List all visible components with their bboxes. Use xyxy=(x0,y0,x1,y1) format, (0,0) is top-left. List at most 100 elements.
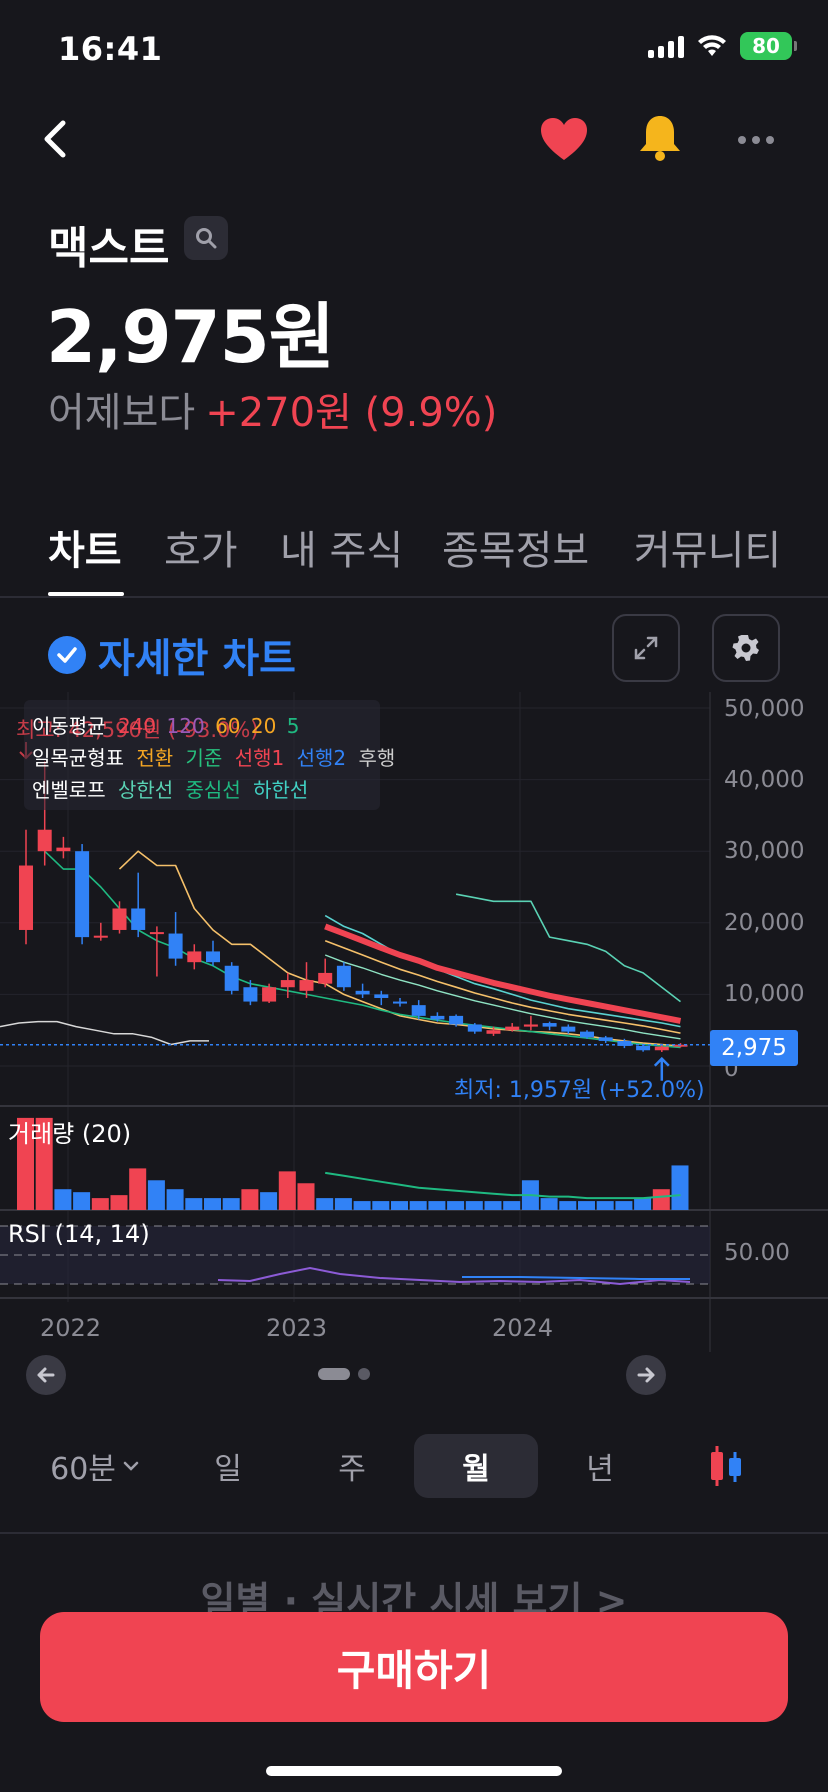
battery-level: 80 xyxy=(752,34,780,58)
y-tick-label: 10,000 xyxy=(724,981,805,1007)
volume-bar xyxy=(278,1171,296,1210)
period-year[interactable]: 년 xyxy=(586,1452,614,1487)
more-icon xyxy=(766,136,774,144)
y-tick-label: 20,000 xyxy=(724,910,805,936)
period-selector: 60분 일 주 월 년 xyxy=(0,1434,828,1498)
max-price-label: 최고: 42,590원 (-93.0%) xyxy=(16,718,259,742)
period-60min-label: 60분 xyxy=(50,1452,116,1487)
scroll-left-button[interactable] xyxy=(26,1355,66,1395)
candle-body xyxy=(542,1023,557,1027)
status-bar: 16:41 80 xyxy=(0,0,828,100)
chart-page-indicator xyxy=(318,1368,370,1380)
x-tick-label: 2022 xyxy=(40,1314,102,1342)
scroll-right-button[interactable] xyxy=(626,1355,666,1395)
volume-bar xyxy=(652,1189,670,1210)
bell-icon xyxy=(640,116,680,161)
period-month[interactable]: 월 xyxy=(414,1434,538,1498)
legend-envelope: 엔벨로프 상한선 중심선 하한선 xyxy=(32,774,308,803)
legend-envelope-title: 엔벨로프 xyxy=(32,778,106,802)
legend-lead2: 선행2 xyxy=(296,746,347,770)
x-tick-label: 2023 xyxy=(266,1314,328,1342)
volume-bar xyxy=(372,1201,390,1210)
chart-settings-button[interactable] xyxy=(712,614,780,682)
buy-button[interactable]: 구매하기 xyxy=(40,1612,788,1722)
legend-ichimoku-title: 일목균형표 xyxy=(32,746,124,770)
section-divider xyxy=(0,1532,828,1534)
more-icon xyxy=(752,136,760,144)
favorite-button[interactable] xyxy=(538,114,590,166)
candle-body xyxy=(299,980,314,991)
volume-bar xyxy=(484,1201,502,1210)
tab-community[interactable]: 커뮤니티 xyxy=(634,528,782,574)
top-nav xyxy=(0,100,828,180)
rsi-signal-line xyxy=(462,1276,690,1280)
period-week[interactable]: 주 xyxy=(338,1452,366,1487)
min-price-label: 최저: 1,957원 (+52.0%) xyxy=(454,1078,705,1103)
search-icon xyxy=(196,228,217,249)
volume-bar xyxy=(241,1189,259,1210)
candle-body xyxy=(262,987,277,1002)
volume-bar xyxy=(297,1183,315,1210)
volume-bar xyxy=(334,1198,352,1210)
detail-chart-toggle[interactable]: 자세한 차트 xyxy=(48,626,296,684)
legend-env-center: 중심선 xyxy=(185,778,241,802)
volume-bar xyxy=(35,1117,53,1210)
alert-button[interactable] xyxy=(634,112,686,164)
x-tick-label: 2024 xyxy=(492,1314,554,1342)
legend-ma-20: 20 xyxy=(250,714,277,738)
cellular-signal-icon xyxy=(648,34,684,58)
y-tick-label: 50,000 xyxy=(724,696,805,722)
candle-body xyxy=(206,951,220,963)
stock-name: 맥스트 xyxy=(48,223,170,274)
candle-body xyxy=(93,935,108,938)
legend-ichimoku: 일목균형표 전환 기준 선행1 선행2 후행 xyxy=(32,742,395,771)
chevron-left-icon xyxy=(44,120,66,158)
tab-chart[interactable]: 차트 xyxy=(48,528,122,574)
change-prefix: 어제보다 xyxy=(48,390,196,436)
candle-body xyxy=(636,1045,651,1051)
current-price-tag: 2,975 xyxy=(710,1030,798,1066)
battery-icon: 80 xyxy=(740,32,797,60)
status-time: 16:41 xyxy=(58,30,163,68)
candle-body xyxy=(523,1024,538,1027)
volume-bar xyxy=(316,1198,334,1210)
volume-bar xyxy=(503,1201,521,1210)
volume-bar xyxy=(147,1180,165,1210)
volume-bar xyxy=(447,1201,465,1210)
detail-tabs: 차트 호가 내 주식 종목정보 커뮤니티 xyxy=(0,512,828,598)
candle-body xyxy=(505,1026,520,1031)
tab-stock-info[interactable]: 종목정보 xyxy=(442,528,590,574)
tab-my-stock[interactable]: 내 주식 xyxy=(280,528,404,574)
volume-bar xyxy=(578,1201,595,1210)
volume-bar xyxy=(559,1201,577,1210)
arrow-right-icon xyxy=(637,1367,655,1383)
legend-ma-240: 240 xyxy=(117,714,157,738)
lag-line xyxy=(0,1020,209,1046)
volume-bar xyxy=(204,1198,221,1210)
volume-title: 거래량 (20) xyxy=(8,1120,132,1148)
period-60min[interactable]: 60분 xyxy=(40,1434,150,1498)
more-button[interactable] xyxy=(730,114,782,166)
legend-lag: 후행 xyxy=(358,746,396,770)
candle-body xyxy=(580,1031,594,1038)
back-button[interactable] xyxy=(30,114,80,164)
volume-bar xyxy=(222,1198,240,1210)
legend-env-upper: 상한선 xyxy=(117,778,174,802)
candle-body xyxy=(37,829,52,852)
tab-orderbook[interactable]: 호가 xyxy=(164,528,238,574)
fullscreen-button[interactable] xyxy=(612,614,680,682)
legend-ma-title: 이동평균 xyxy=(32,714,106,738)
candle-body xyxy=(411,1005,426,1016)
legend-conversion: 전환 xyxy=(136,746,174,770)
period-day[interactable]: 일 xyxy=(214,1452,242,1487)
legend-ma-5: 5 xyxy=(286,714,300,738)
candle-body xyxy=(19,865,33,930)
candle-body xyxy=(224,965,239,991)
candlestick-chart[interactable] xyxy=(0,692,828,1382)
candle-body xyxy=(617,1040,632,1046)
stock-search-button[interactable] xyxy=(184,216,228,260)
min-arrow xyxy=(653,1056,670,1081)
active-tab-indicator xyxy=(48,592,124,596)
envelope-upper-line xyxy=(455,893,681,1003)
candle-style-icon[interactable] xyxy=(706,1444,746,1488)
